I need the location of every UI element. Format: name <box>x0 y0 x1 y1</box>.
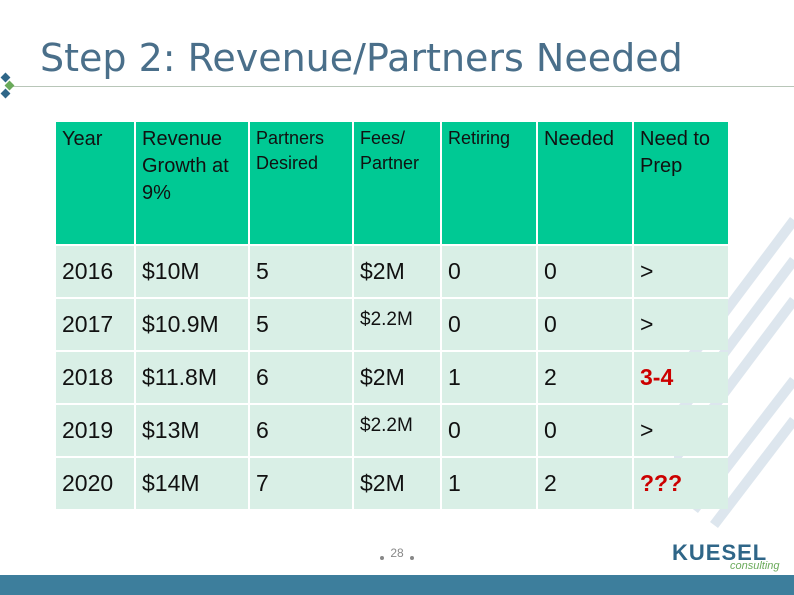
cell-partners: 7 <box>250 458 352 509</box>
header-revenue-growth: Revenue Growth at 9% <box>136 122 248 244</box>
table-row: 2017 $10.9M 5 $2.2M 0 0 > <box>56 299 728 350</box>
cell-retiring: 1 <box>442 458 536 509</box>
revenue-partners-table: Year Revenue Growth at 9% Partners Desir… <box>54 120 730 511</box>
cell-retiring: 0 <box>442 405 536 456</box>
cell-fees: $2M <box>354 246 440 297</box>
kuesel-logo-subtitle: consulting <box>730 560 780 572</box>
cell-needed: 0 <box>538 246 632 297</box>
cell-revenue: $14M <box>136 458 248 509</box>
header-partners-desired: Partners Desired <box>250 122 352 244</box>
page-number: 28 <box>390 546 404 560</box>
cell-revenue: $13M <box>136 405 248 456</box>
cell-need-to-prep: > <box>634 299 728 350</box>
header-retiring: Retiring <box>442 122 536 244</box>
cell-year: 2016 <box>56 246 134 297</box>
header-fees-per-partner: Fees/ Partner <box>354 122 440 244</box>
cell-need-to-prep: > <box>634 405 728 456</box>
cell-year: 2017 <box>56 299 134 350</box>
cell-revenue: $10M <box>136 246 248 297</box>
page-number-right-dot <box>410 556 414 560</box>
cell-retiring: 0 <box>442 246 536 297</box>
table-header-row: Year Revenue Growth at 9% Partners Desir… <box>56 122 728 244</box>
diamond-decoration-icon <box>0 72 15 99</box>
cell-needed: 0 <box>538 405 632 456</box>
table-row: 2018 $11.8M 6 $2M 1 2 3-4 <box>56 352 728 403</box>
cell-revenue: $11.8M <box>136 352 248 403</box>
cell-need-to-prep: > <box>634 246 728 297</box>
cell-retiring: 0 <box>442 299 536 350</box>
cell-partners: 5 <box>250 299 352 350</box>
page-number-left-dot <box>380 556 384 560</box>
cell-partners: 6 <box>250 352 352 403</box>
cell-need-to-prep: ??? <box>634 458 728 509</box>
header-year: Year <box>56 122 134 244</box>
cell-year: 2018 <box>56 352 134 403</box>
footer-bar <box>0 575 794 595</box>
table-row: 2016 $10M 5 $2M 0 0 > <box>56 246 728 297</box>
kuesel-logo: KUESEL <box>672 540 768 565</box>
header-need-to-prep: Need to Prep <box>634 122 728 244</box>
cell-partners: 6 <box>250 405 352 456</box>
cell-needed: 0 <box>538 299 632 350</box>
page-title: Step 2: Revenue/Partners Needed <box>40 36 683 80</box>
cell-year: 2019 <box>56 405 134 456</box>
cell-fees: $2.2M <box>354 299 440 350</box>
cell-revenue: $10.9M <box>136 299 248 350</box>
cell-fees: $2M <box>354 352 440 403</box>
cell-needed: 2 <box>538 458 632 509</box>
cell-needed: 2 <box>538 352 632 403</box>
table-row: 2019 $13M 6 $2.2M 0 0 > <box>56 405 728 456</box>
cell-year: 2020 <box>56 458 134 509</box>
cell-partners: 5 <box>250 246 352 297</box>
cell-retiring: 1 <box>442 352 536 403</box>
cell-fees: $2.2M <box>354 405 440 456</box>
header-needed: Needed <box>538 122 632 244</box>
cell-need-to-prep: 3-4 <box>634 352 728 403</box>
cell-fees: $2M <box>354 458 440 509</box>
table-row: 2020 $14M 7 $2M 1 2 ??? <box>56 458 728 509</box>
title-divider <box>12 86 794 87</box>
